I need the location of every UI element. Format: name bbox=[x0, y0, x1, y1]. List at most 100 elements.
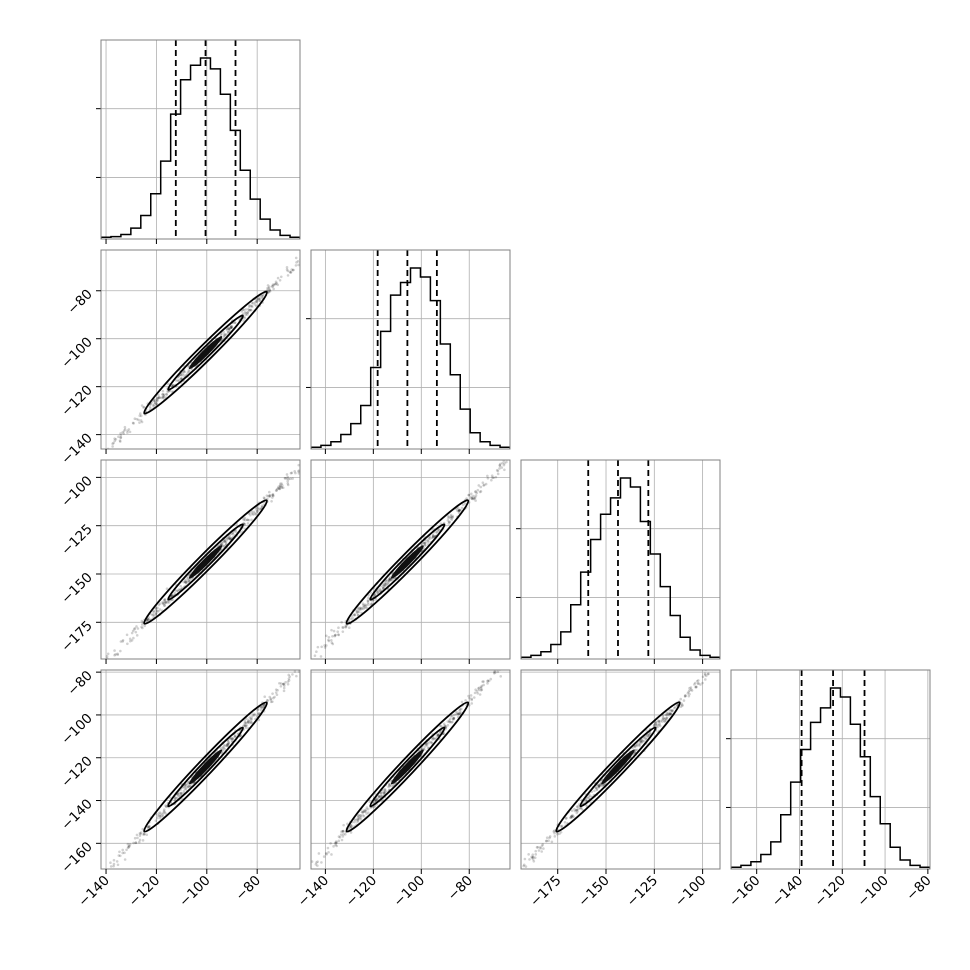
scatter-point bbox=[297, 469, 300, 472]
scatter-point bbox=[340, 830, 343, 833]
scatter-point bbox=[171, 594, 174, 597]
scatter-point bbox=[334, 840, 338, 843]
scatter-point bbox=[158, 395, 161, 399]
scatter-point bbox=[227, 327, 231, 331]
scatter-point bbox=[356, 610, 359, 614]
scatter-point bbox=[597, 785, 601, 788]
scatter-point bbox=[263, 497, 266, 500]
x-tick-label: −125 bbox=[624, 873, 662, 911]
y-tick-label: −140 bbox=[58, 430, 96, 468]
scatter-point bbox=[260, 506, 264, 509]
scatter-point bbox=[299, 875, 302, 878]
scatter-point bbox=[220, 542, 224, 545]
scatter-point bbox=[323, 646, 327, 649]
scatter-point bbox=[388, 579, 391, 582]
scatter-point bbox=[256, 707, 260, 711]
scatter-point bbox=[131, 629, 135, 633]
scatter-point bbox=[388, 577, 392, 581]
scatter-point bbox=[289, 270, 293, 274]
scatter-point bbox=[258, 299, 261, 302]
scatter-point bbox=[67, 910, 70, 913]
scatter-point bbox=[132, 636, 135, 640]
scatter-point bbox=[231, 737, 234, 741]
scatter-point bbox=[287, 679, 291, 682]
scatter-point bbox=[244, 721, 247, 725]
scatter-point bbox=[430, 536, 434, 540]
scatter-point bbox=[254, 300, 257, 304]
scatter-point bbox=[186, 370, 190, 374]
scatter-point bbox=[464, 699, 467, 702]
scatter-point bbox=[338, 835, 342, 839]
scatter-point bbox=[387, 785, 390, 789]
scatter-point bbox=[356, 817, 359, 821]
scatter-point bbox=[687, 690, 690, 694]
scatter-point bbox=[376, 797, 380, 801]
scatter-point bbox=[325, 852, 328, 856]
scatter-point bbox=[271, 700, 274, 703]
scatter-point bbox=[250, 718, 253, 721]
scatter-point bbox=[359, 815, 363, 819]
scatter-point bbox=[267, 290, 271, 294]
scatter-point bbox=[302, 882, 305, 885]
scatter-point bbox=[349, 617, 353, 621]
scatter-point bbox=[119, 432, 122, 435]
scatter-point bbox=[119, 436, 122, 440]
scatter-point bbox=[337, 633, 340, 636]
scatter-point bbox=[470, 697, 474, 701]
scatter-point bbox=[151, 403, 155, 407]
scatter-point bbox=[177, 588, 181, 591]
scatter-point bbox=[242, 518, 246, 522]
scatter-point bbox=[664, 718, 668, 722]
scatter-point bbox=[435, 531, 439, 534]
scatter-point bbox=[223, 744, 227, 748]
scatter-point bbox=[94, 667, 97, 670]
x-tick-label: −160 bbox=[726, 873, 764, 911]
scatter-point bbox=[681, 704, 684, 707]
scatter-point bbox=[268, 695, 272, 699]
scatter-point bbox=[257, 712, 260, 715]
scatter-point bbox=[647, 732, 650, 736]
scatter-point bbox=[682, 699, 686, 702]
scatter-point bbox=[260, 295, 264, 298]
scatter-point bbox=[188, 784, 192, 788]
scatter-point bbox=[531, 853, 535, 856]
scatter-point bbox=[87, 466, 90, 469]
scatter-point bbox=[139, 414, 143, 418]
scatter-point bbox=[575, 808, 578, 812]
scatter-point bbox=[512, 654, 515, 657]
scatter-point bbox=[243, 522, 247, 526]
scatter-point bbox=[657, 720, 661, 724]
scatter-point bbox=[245, 724, 249, 727]
scatter-point bbox=[303, 661, 306, 664]
density-contour-outer bbox=[143, 499, 268, 625]
scatter-point bbox=[518, 448, 521, 451]
scatter-point bbox=[556, 832, 559, 836]
scatter-point bbox=[358, 607, 361, 610]
scatter-point bbox=[337, 835, 341, 838]
scatter-point bbox=[130, 631, 134, 635]
scatter-point bbox=[387, 579, 391, 582]
scatter-point bbox=[316, 860, 319, 864]
panel-frame bbox=[100, 249, 301, 450]
scatter-point bbox=[297, 463, 300, 467]
scatter-point bbox=[435, 530, 438, 533]
scatter-point bbox=[356, 195, 359, 198]
scatter-point bbox=[301, 669, 304, 672]
scatter-point bbox=[340, 620, 343, 624]
scatter-point bbox=[219, 333, 223, 337]
scatter-point bbox=[804, 567, 807, 570]
scatter-point bbox=[183, 783, 187, 787]
scatter-point bbox=[221, 748, 225, 752]
scatter-point bbox=[688, 689, 691, 692]
scatter-point bbox=[760, 617, 763, 620]
scatter-point bbox=[665, 717, 669, 720]
scatter-point bbox=[287, 673, 291, 677]
scatter-point bbox=[599, 783, 602, 787]
scatter-point bbox=[436, 733, 440, 737]
scatter-point bbox=[289, 271, 292, 274]
scatter-point bbox=[469, 694, 473, 697]
scatter-point bbox=[374, 799, 378, 802]
scatter-point bbox=[365, 806, 369, 809]
scatter-point bbox=[332, 435, 335, 438]
scatter-point bbox=[184, 783, 188, 786]
